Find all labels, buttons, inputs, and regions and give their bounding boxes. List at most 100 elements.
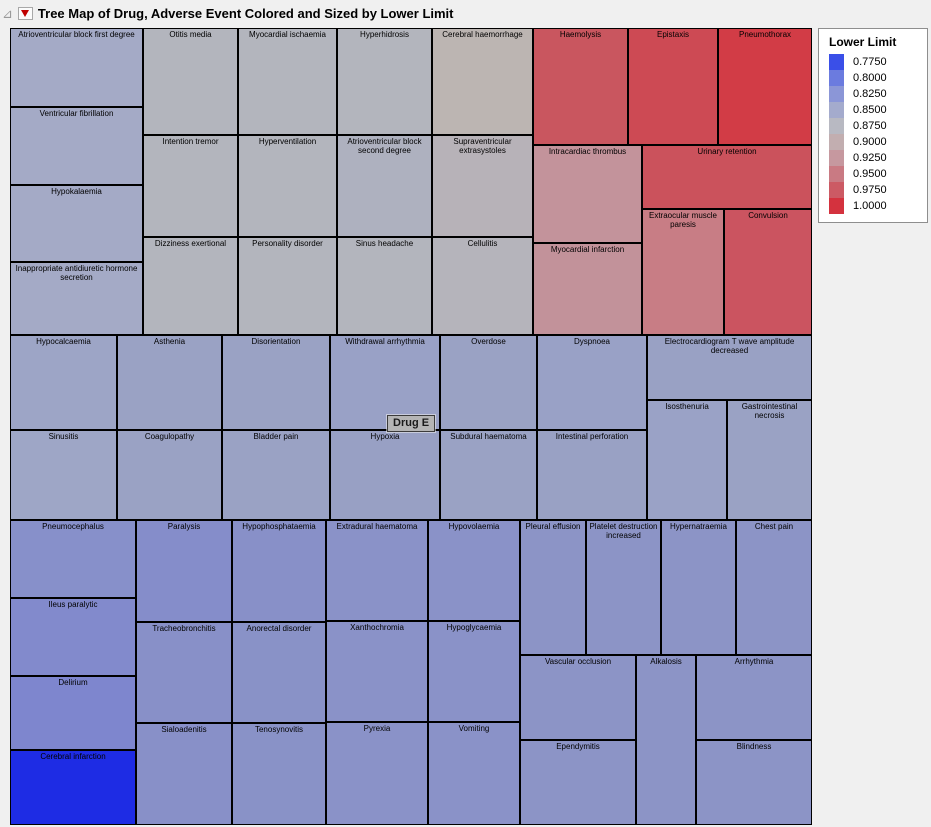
treemap-cell[interactable]: Xanthochromia: [326, 621, 428, 722]
treemap-cell[interactable]: Overdose: [440, 335, 537, 430]
treemap-cell[interactable]: Electrocardiogram T wave amplitude decre…: [647, 335, 812, 400]
cell-label: Paralysis: [167, 522, 201, 531]
treemap-cell[interactable]: Intestinal perforation: [537, 430, 647, 520]
legend-color-chip: [829, 150, 844, 166]
treemap-cell[interactable]: Hyperhidrosis: [337, 28, 432, 135]
treemap-cell[interactable]: Pneumothorax: [718, 28, 812, 145]
cell-label: Isosthenuria: [665, 402, 709, 411]
cell-label: Convulsion: [748, 211, 788, 220]
treemap-cell[interactable]: Pneumocephalus: [10, 520, 136, 598]
treemap-cell[interactable]: Disorientation: [222, 335, 330, 430]
cell-label: Vascular occlusion: [544, 657, 612, 666]
treemap-cell[interactable]: Atrioventricular block second degree: [337, 135, 432, 237]
treemap-cell[interactable]: Pyrexia: [326, 722, 428, 825]
report-header: ⊿ Tree Map of Drug, Adverse Event Colore…: [0, 0, 931, 27]
legend-value: 0.8500: [853, 104, 887, 116]
cell-label: Inappropriate antidiuretic hormone secre…: [15, 264, 138, 283]
treemap-cell[interactable]: Asthenia: [117, 335, 222, 430]
treemap-cell[interactable]: Otitis media: [143, 28, 238, 135]
treemap-cell[interactable]: Sinus headache: [337, 237, 432, 335]
cell-label: Tracheobronchitis: [152, 624, 216, 633]
cell-label: Atrioventricular block second degree: [347, 137, 422, 156]
treemap-cell[interactable]: Hyperventilation: [238, 135, 337, 237]
legend-row: 0.9250: [829, 150, 919, 166]
treemap-cell[interactable]: Alkalosis: [636, 655, 696, 825]
treemap-cell[interactable]: Sialoadenitis: [136, 723, 232, 825]
treemap-cell[interactable]: Myocardial infarction: [533, 243, 642, 335]
treemap-cell[interactable]: Bladder pain: [222, 430, 330, 520]
legend: Lower Limit 0.7750 0.8000 0.8250 0.8500 0.87…: [818, 28, 928, 223]
cell-label: Dizziness exertional: [154, 239, 227, 248]
cell-label: Epistaxis: [656, 30, 689, 39]
treemap-cell[interactable]: Cellulitis: [432, 237, 533, 335]
cell-label: Personality disorder: [252, 239, 323, 248]
treemap-cell[interactable]: Ependymitis: [520, 740, 636, 825]
treemap-cell[interactable]: Hypophosphataemia: [232, 520, 326, 622]
treemap-cell[interactable]: Gastrointestinal necrosis: [727, 400, 812, 520]
treemap-cell[interactable]: Extraocular muscle paresis: [642, 209, 724, 335]
treemap-cell[interactable]: Blindness: [696, 740, 812, 825]
treemap-cell[interactable]: Hypernatraemia: [661, 520, 736, 655]
treemap-cell[interactable]: Tracheobronchitis: [136, 622, 232, 723]
treemap-cell[interactable]: Delirium: [10, 676, 136, 750]
treemap-cell[interactable]: Hypovolaemia: [428, 520, 520, 621]
cell-label: Cerebral haemorrhage: [442, 30, 523, 39]
cell-label: Ventricular fibrillation: [39, 109, 114, 118]
treemap-cell[interactable]: Anorectal disorder: [232, 622, 326, 723]
cell-label: Haemolysis: [559, 30, 602, 39]
treemap-cell[interactable]: Pleural effusion: [520, 520, 586, 655]
treemap-cell[interactable]: Extradural haematoma: [326, 520, 428, 621]
cell-label: Disorientation: [251, 337, 301, 346]
treemap-cell[interactable]: Chest pain: [736, 520, 812, 655]
treemap-cell[interactable]: Arrhythmia: [696, 655, 812, 740]
treemap-cell[interactable]: Hypoxia: [330, 430, 440, 520]
treemap-cell[interactable]: Haemolysis: [533, 28, 628, 145]
treemap-cell[interactable]: Atrioventricular block first degree: [10, 28, 143, 107]
treemap-cell[interactable]: Dyspnoea: [537, 335, 647, 430]
treemap-cell[interactable]: Hypoglycaemia: [428, 621, 520, 722]
cell-label: Electrocardiogram T wave amplitude decre…: [664, 337, 795, 356]
treemap-cell[interactable]: Coagulopathy: [117, 430, 222, 520]
treemap-cell[interactable]: Sinusitis: [10, 430, 117, 520]
cell-label: Asthenia: [153, 337, 186, 346]
cell-label: Xanthochromia: [350, 623, 404, 632]
outline-disclosure-icon[interactable]: ⊿: [2, 6, 13, 21]
cell-label: Arrhythmia: [734, 657, 774, 666]
treemap-cell[interactable]: Cerebral infarction: [10, 750, 136, 825]
cell-label: Bladder pain: [253, 432, 299, 441]
treemap-cell[interactable]: Inappropriate antidiuretic hormone secre…: [10, 262, 143, 335]
cell-label: Hypocalcaemia: [36, 337, 91, 346]
treemap-cell[interactable]: Hypokalaemia: [10, 185, 143, 262]
treemap-cell[interactable]: Paralysis: [136, 520, 232, 622]
treemap-cell[interactable]: Convulsion: [724, 209, 812, 335]
cell-label: Dyspnoea: [573, 337, 611, 346]
treemap-cell[interactable]: Subdural haematoma: [440, 430, 537, 520]
treemap-cell[interactable]: Personality disorder: [238, 237, 337, 335]
cell-label: Intention tremor: [162, 137, 219, 146]
legend-row: 0.8750: [829, 118, 919, 134]
treemap-cell[interactable]: Vomiting: [428, 722, 520, 825]
cell-label: Hypernatraemia: [670, 522, 727, 531]
treemap-cell[interactable]: Cerebral haemorrhage: [432, 28, 533, 135]
treemap-cell[interactable]: Urinary retention: [642, 145, 812, 209]
cell-label: Intestinal perforation: [555, 432, 629, 441]
treemap-cell[interactable]: Supraventricular extrasystoles: [432, 135, 533, 237]
treemap-cell[interactable]: Vascular occlusion: [520, 655, 636, 740]
treemap-cell[interactable]: Withdrawal arrhythmia: [330, 335, 440, 430]
treemap-cell[interactable]: Intracardiac thrombus: [533, 145, 642, 243]
cell-label: Sinusitis: [48, 432, 79, 441]
legend-value: 0.7750: [853, 56, 887, 68]
treemap-cell[interactable]: Intention tremor: [143, 135, 238, 237]
treemap-cell[interactable]: Epistaxis: [628, 28, 718, 145]
report-title: Tree Map of Drug, Adverse Event Colored …: [37, 6, 454, 21]
treemap-cell[interactable]: Hypocalcaemia: [10, 335, 117, 430]
treemap-cell[interactable]: Tenosynovitis: [232, 723, 326, 825]
treemap-cell[interactable]: Ileus paralytic: [10, 598, 136, 676]
treemap-cell[interactable]: Ventricular fibrillation: [10, 107, 143, 185]
treemap-cell[interactable]: Dizziness exertional: [143, 237, 238, 335]
treemap-cell[interactable]: Platelet destruction increased: [586, 520, 661, 655]
treemap-cell[interactable]: Myocardial ischaemia: [238, 28, 337, 135]
treemap-cell[interactable]: Isosthenuria: [647, 400, 727, 520]
cell-label: Vomiting: [458, 724, 490, 733]
red-triangle-menu-button[interactable]: [17, 7, 33, 20]
